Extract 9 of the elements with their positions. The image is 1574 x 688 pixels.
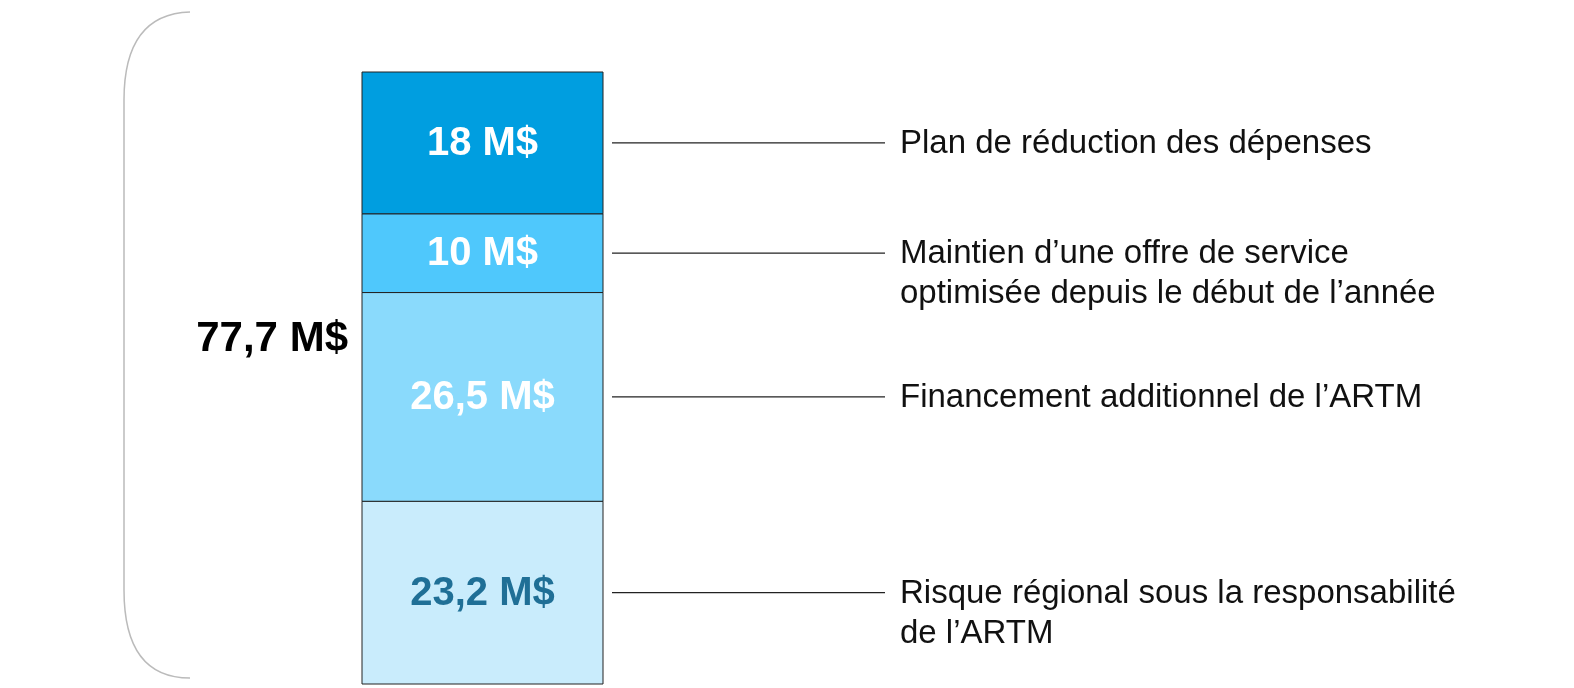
text: Financement additionnel de l’ARTM [900,376,1423,414]
text: Risque régional sous la responsabilité de l’ARTM [900,572,1456,650]
data-label: 10 M$ [426,229,539,274]
text: Plan de réduction des dépenses [900,122,1372,160]
data-label: 26,5 M$ [410,372,555,417]
data-label: 23,2 M$ [410,568,555,613]
data-label: 18 M$ [426,118,539,163]
text: Maintien d’une offre de service optimisée depuis le début de l’année [900,233,1436,311]
total-label: 77,7 M$ [196,313,348,360]
